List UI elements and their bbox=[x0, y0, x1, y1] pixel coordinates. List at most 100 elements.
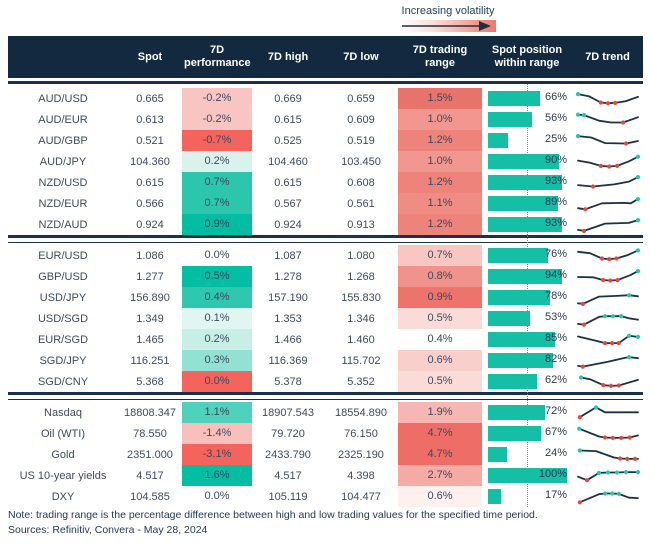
table-row: Gold 2351.000 -3.1% 2433.790 2325.190 4.7% 24% bbox=[8, 444, 643, 465]
perf-cell: 0.0% bbox=[182, 245, 252, 266]
position-value: 76% bbox=[544, 248, 567, 260]
asset-label: NZD/AUD bbox=[38, 218, 88, 231]
position-cell: 17% bbox=[482, 486, 572, 507]
asset-label: NZD/USD bbox=[38, 176, 88, 189]
range-cell: 1.1% bbox=[398, 193, 482, 214]
table-row: AUD/EUR 0.613 -0.2% 0.615 0.609 1.0% 56% bbox=[8, 109, 643, 130]
position-value: 24% bbox=[544, 447, 567, 459]
position-bar bbox=[488, 311, 530, 326]
asset-label: SGD/JPY bbox=[39, 354, 87, 367]
perf-cell: -0.7% bbox=[182, 130, 252, 151]
range-cell: 0.6% bbox=[398, 350, 482, 371]
trend-sparkline bbox=[572, 350, 643, 371]
asset-label: GBP/USD bbox=[38, 270, 88, 283]
table-row: Nasdaq 18808.347 1.1% 18907.543 18554.890 1.9… bbox=[8, 402, 643, 423]
spot-value: 0.521 bbox=[136, 134, 164, 147]
position-value: 72% bbox=[544, 405, 567, 417]
range-cell: 0.9% bbox=[398, 287, 482, 308]
asset-label: EUR/SGD bbox=[37, 333, 89, 346]
position-cell: 62% bbox=[482, 371, 572, 392]
trend-sparkline bbox=[572, 130, 643, 151]
range-cell: 0.5% bbox=[398, 371, 482, 392]
perf-cell: 0.3% bbox=[182, 350, 252, 371]
high-value: 1.353 bbox=[274, 312, 302, 325]
perf-cell: -1.4% bbox=[182, 423, 252, 444]
perf-cell: 0.7% bbox=[182, 193, 252, 214]
trend-sparkline bbox=[572, 287, 643, 308]
position-bar bbox=[488, 374, 537, 389]
range-cell: 1.2% bbox=[398, 130, 482, 151]
asset-label: Nasdaq bbox=[44, 406, 82, 419]
position-bar bbox=[488, 112, 533, 127]
asset-label: USD/SGD bbox=[37, 312, 89, 325]
asset-label: AUD/USD bbox=[38, 92, 88, 105]
table-row: SGD/CNY 5.368 0.0% 5.378 5.352 0.5% 62% bbox=[8, 371, 643, 392]
high-value: 105.119 bbox=[268, 490, 308, 503]
perf-cell: -3.1% bbox=[182, 444, 252, 465]
spot-value: 104.585 bbox=[130, 490, 170, 503]
block-separator bbox=[8, 392, 643, 400]
position-bar bbox=[488, 248, 548, 263]
perf-cell: 0.2% bbox=[182, 151, 252, 172]
asset-label: USD/JPY bbox=[39, 291, 87, 304]
high-value: 2433.790 bbox=[265, 448, 311, 461]
position-cell: 76% bbox=[482, 245, 572, 266]
high-value: 0.669 bbox=[274, 92, 302, 105]
position-value: 85% bbox=[544, 332, 567, 344]
range-cell: 1.9% bbox=[398, 402, 482, 423]
low-value: 2325.190 bbox=[338, 448, 384, 461]
trend-sparkline bbox=[572, 371, 643, 392]
trend-sparkline bbox=[572, 151, 643, 172]
spot-value: 2351.000 bbox=[127, 448, 173, 461]
footnote: Note: trading range is the percentage di… bbox=[8, 509, 538, 521]
col-header-spot-position-within-range: Spot position within range bbox=[491, 44, 563, 69]
spot-value: 1.349 bbox=[136, 312, 164, 325]
range-cell: 0.5% bbox=[398, 308, 482, 329]
spot-value: 104.360 bbox=[130, 155, 170, 168]
trend-sparkline bbox=[572, 402, 643, 423]
position-value: 62% bbox=[544, 374, 567, 386]
high-value: 157.190 bbox=[268, 291, 308, 304]
range-cell: 1.5% bbox=[398, 88, 482, 109]
perf-cell: 0.9% bbox=[182, 214, 252, 235]
high-value: 1.087 bbox=[274, 249, 302, 262]
high-value: 4.517 bbox=[274, 469, 302, 482]
spot-value: 0.613 bbox=[136, 113, 164, 126]
col-header-7d-performance: 7D performance bbox=[184, 44, 251, 69]
low-value: 1.460 bbox=[347, 333, 375, 346]
position-bar bbox=[488, 353, 553, 368]
sources-line: Sources: Refinitiv, Convera - May 28, 20… bbox=[8, 524, 208, 536]
perf-cell: 0.4% bbox=[182, 287, 252, 308]
position-bar bbox=[488, 332, 556, 347]
low-value: 104.477 bbox=[341, 490, 381, 503]
position-cell: 56% bbox=[482, 109, 572, 130]
low-value: 0.608 bbox=[347, 176, 375, 189]
position-bar bbox=[488, 196, 559, 211]
position-bar bbox=[488, 154, 560, 169]
trend-sparkline bbox=[572, 266, 643, 287]
perf-cell: 0.5% bbox=[182, 266, 252, 287]
col-header-7d-trend: 7D trend bbox=[585, 50, 630, 63]
low-value: 0.561 bbox=[347, 197, 375, 210]
table-row: NZD/EUR 0.566 0.7% 0.567 0.561 1.1% 89% bbox=[8, 193, 643, 214]
low-value: 0.519 bbox=[347, 134, 375, 147]
trend-sparkline bbox=[572, 109, 643, 130]
range-cell: 4.7% bbox=[398, 444, 482, 465]
position-value: 100% bbox=[538, 468, 567, 480]
low-value: 0.659 bbox=[347, 92, 375, 105]
low-value: 0.913 bbox=[347, 218, 375, 231]
position-cell: 85% bbox=[482, 329, 572, 350]
spot-value: 1.277 bbox=[136, 270, 164, 283]
position-bar bbox=[488, 447, 507, 462]
position-bar bbox=[488, 489, 502, 504]
spot-value: 0.665 bbox=[136, 92, 164, 105]
high-value: 0.924 bbox=[274, 218, 302, 231]
trend-sparkline bbox=[572, 465, 643, 486]
range-cell: 1.2% bbox=[398, 172, 482, 193]
position-bar bbox=[488, 217, 562, 232]
low-value: 1.346 bbox=[347, 312, 375, 325]
trend-sparkline bbox=[572, 486, 643, 507]
trend-sparkline bbox=[572, 423, 643, 444]
spot-value: 116.251 bbox=[130, 354, 170, 367]
trend-sparkline bbox=[572, 444, 643, 465]
